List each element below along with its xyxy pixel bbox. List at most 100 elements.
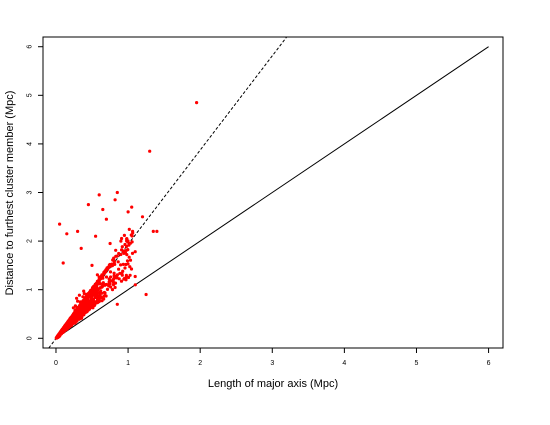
data-point [126,210,130,214]
data-point [120,236,124,241]
y-tick-label: 6 [27,45,34,49]
data-point [155,229,159,233]
data-point [129,267,134,271]
data-point [83,311,87,315]
data-point [117,277,121,281]
y-tick-label: 4 [27,142,34,146]
data-point [102,271,106,276]
reference-lines [48,37,489,348]
solid-reference-line [55,46,489,339]
data-point [110,262,114,266]
data-point [87,303,91,307]
data-point [140,215,145,219]
data-point [119,239,123,243]
data-point [112,256,116,260]
data-point [97,275,101,279]
data-point [133,283,137,287]
data-point [120,245,124,249]
data-point [104,217,108,221]
data-point [125,244,129,249]
data-point [108,241,112,246]
data-point [112,271,116,275]
data-point [125,259,130,263]
data-point [113,198,117,202]
data-point [96,280,100,284]
data-point [128,265,132,269]
data-point [103,269,107,273]
data-point [121,262,125,266]
data-point [75,307,79,312]
data-point [78,305,82,309]
data-point [130,205,134,209]
data-point [144,292,148,297]
data-point [122,251,126,255]
data-point [109,279,113,283]
data-point [58,332,62,336]
data-point [127,227,131,231]
x-axis-title: Length of major axis (Mpc) [208,378,338,390]
data-point [81,295,85,299]
data-point [85,297,89,302]
data-point [65,232,69,236]
data-point [108,270,113,274]
data-point [123,276,127,280]
data-point [85,308,89,312]
data-point [115,302,119,306]
x-axis: 0 1 2 3 4 5 6 [54,348,491,367]
data-point [107,284,111,288]
data-point [130,240,134,244]
data-point [105,287,110,291]
data-point [58,222,62,226]
data-point [120,248,124,252]
data-point [66,320,70,324]
data-point [92,292,97,296]
data-point [130,251,135,255]
data-point [64,326,68,330]
data-point [113,285,117,290]
data-point [70,322,74,326]
x-tick-label: 5 [415,360,419,367]
data-point [119,263,123,267]
data-point [119,279,124,283]
data-point [79,313,83,317]
x-tick-label: 6 [487,360,491,367]
data-point [133,274,137,279]
data-point [151,229,155,233]
data-point [77,293,81,297]
data-point [101,274,105,278]
data-point [67,325,71,329]
data-point [83,301,87,305]
x-tick-label: 1 [126,360,130,367]
y-axis: 0 1 2 3 4 5 6 [27,45,43,340]
data-point [121,269,125,273]
data-point [102,290,106,295]
data-point [100,291,104,295]
data-point [90,263,94,267]
y-tick-label: 0 [27,336,34,340]
data-point [74,316,78,320]
data-point [61,261,65,265]
data-point [79,246,83,250]
data-point [113,262,117,266]
data-point [76,299,80,303]
data-point [120,273,124,277]
y-tick-label: 5 [27,93,34,97]
data-point [131,229,135,233]
data-point [101,276,105,280]
data-point [91,302,95,306]
y-tick-label: 3 [27,190,34,194]
data-point [101,281,105,285]
data-point [98,282,102,286]
data-point [128,258,133,262]
data-point [101,284,105,288]
data-point [94,295,99,299]
data-point [98,294,102,298]
data-point [110,288,115,292]
data-point [148,149,152,153]
x-tick-label: 0 [54,360,58,367]
data-point [113,281,118,285]
y-tick-label: 1 [27,288,34,292]
data-point [75,296,79,300]
data-point [91,297,96,302]
